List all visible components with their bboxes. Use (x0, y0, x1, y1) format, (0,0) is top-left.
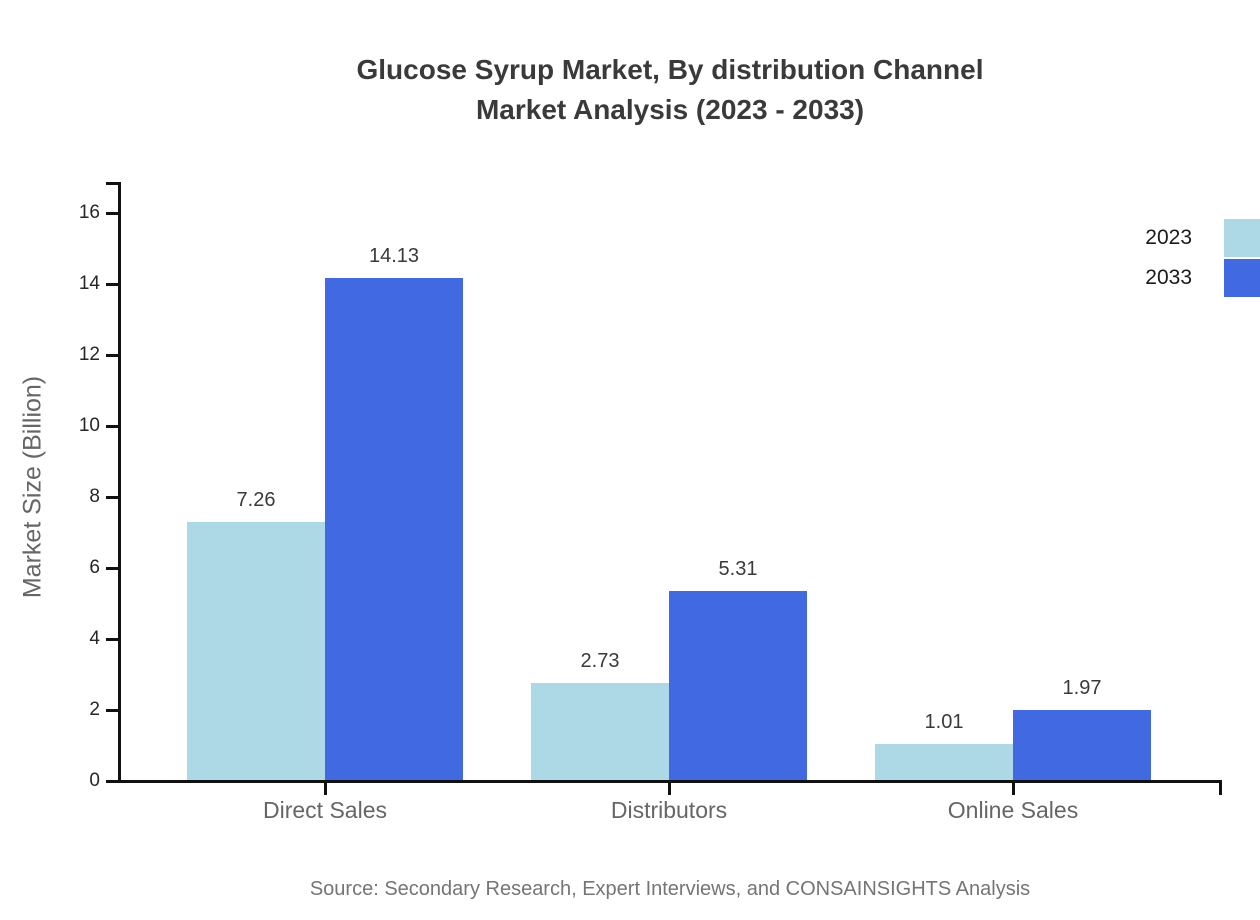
y-tick-label: 8 (89, 486, 100, 507)
legend-swatch-icon (1224, 259, 1260, 297)
legend-swatch-icon (1224, 219, 1260, 257)
y-tick (106, 567, 118, 570)
bar-value-label: 1.97 (1062, 677, 1102, 699)
bar-value-label: 14.13 (368, 245, 420, 267)
chart-title-line1: Glucose Syrup Market, By distribution Ch… (356, 54, 984, 85)
bar-value-label: 7.26 (236, 489, 276, 511)
x-category-label: Distributors (610, 797, 728, 823)
bar-2033-direct-sales (325, 278, 463, 780)
chart-title: Glucose Syrup Market, By distribution Ch… (120, 50, 1220, 130)
bar-value-label: 5.31 (718, 558, 758, 580)
legend-entry-2023: 2023 (1145, 219, 1260, 257)
x-axis-endcap-tick (1219, 780, 1222, 795)
y-tick-label: 2 (89, 699, 100, 720)
x-tick (324, 780, 327, 795)
y-axis-endcap-tick (106, 182, 118, 185)
x-tick (668, 780, 671, 795)
bar-2023-direct-sales (187, 522, 325, 780)
legend-entry-2033: 2033 (1145, 259, 1260, 297)
y-tick (106, 638, 118, 641)
bar-2023-online-sales (875, 744, 1013, 780)
source-note: Source: Secondary Research, Expert Inter… (309, 878, 1031, 900)
y-tick-label: 12 (78, 344, 100, 365)
y-tick (106, 425, 118, 428)
y-tick-label: 4 (89, 628, 100, 649)
chart-title-line2: Market Analysis (2023 - 2033) (475, 94, 865, 125)
bar-2033-distributors (669, 591, 807, 780)
bar-2033-online-sales (1013, 710, 1151, 780)
bar-2023-distributors (531, 683, 669, 780)
x-category-label: Direct Sales (263, 797, 387, 823)
y-tick (106, 780, 118, 783)
y-tick (106, 283, 118, 286)
y-tick (106, 354, 118, 357)
x-category-label: Online Sales (947, 797, 1079, 823)
legend-label: 2023 (1145, 226, 1192, 249)
y-tick (106, 709, 118, 712)
bar-value-label: 1.01 (924, 711, 964, 733)
y-tick (106, 496, 118, 499)
y-tick-label: 0 (89, 770, 100, 791)
x-tick (1012, 780, 1015, 795)
legend-label: 2033 (1145, 266, 1192, 289)
y-tick (106, 212, 118, 215)
y-tick-label: 10 (78, 415, 100, 436)
y-tick-label: 16 (78, 202, 100, 223)
y-tick-label: 6 (89, 557, 100, 578)
y-axis-line (118, 182, 121, 783)
bar-value-label: 2.73 (580, 650, 620, 672)
y-tick-label: 14 (78, 273, 100, 294)
